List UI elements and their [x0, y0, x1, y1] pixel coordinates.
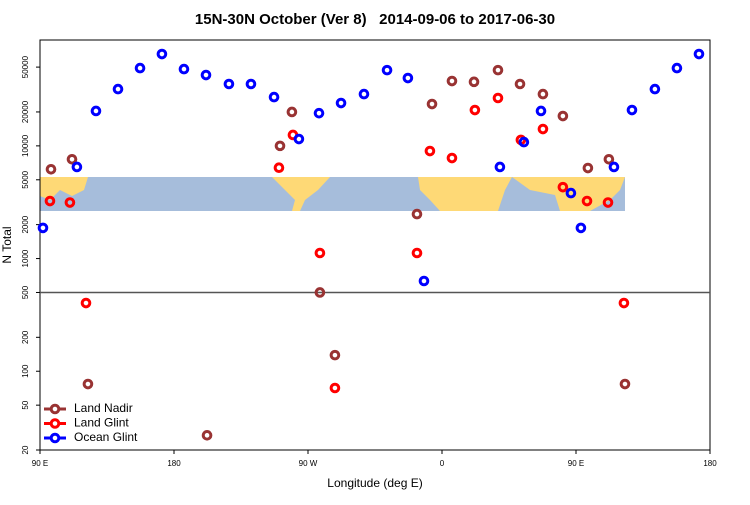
data-point — [286, 106, 298, 118]
data-point — [602, 197, 614, 208]
data-point — [273, 162, 285, 174]
data-point — [469, 104, 481, 116]
data-point — [329, 349, 341, 361]
y-tick-label: 20000 — [21, 100, 30, 123]
legend-label: Land Glint — [74, 416, 129, 430]
data-point — [313, 107, 325, 119]
data-point — [402, 72, 414, 84]
data-point — [693, 48, 705, 60]
data-point — [518, 136, 530, 148]
data-point — [156, 48, 168, 60]
y-tick-label: 10000 — [21, 134, 30, 157]
x-axis-label: Longitude (deg E) — [327, 476, 422, 490]
data-point — [557, 181, 569, 193]
data-point — [245, 78, 257, 90]
world-map — [40, 177, 625, 211]
data-point — [358, 88, 370, 100]
data-point — [514, 78, 526, 90]
data-point — [112, 83, 124, 95]
y-tick-label: 50 — [21, 400, 30, 409]
x-tick-label: 90 W — [299, 459, 318, 468]
y-axis-label: N Total — [0, 226, 14, 263]
data-point — [200, 69, 212, 81]
data-point — [201, 430, 213, 441]
data-point — [134, 62, 146, 74]
data-point — [446, 152, 458, 164]
data-point — [314, 287, 326, 298]
data-point — [671, 62, 683, 74]
data-point — [178, 63, 190, 75]
data-point — [314, 247, 326, 259]
data-point — [492, 64, 504, 76]
data-point — [80, 297, 92, 309]
data-point — [82, 378, 94, 390]
data-point — [618, 297, 630, 309]
data-point — [293, 133, 305, 145]
data-point — [446, 75, 458, 87]
data-point — [411, 247, 423, 259]
data-point — [90, 105, 102, 117]
data-point — [66, 153, 78, 165]
x-tick-label: 0 — [440, 459, 445, 468]
x-tick-label: 180 — [703, 459, 717, 468]
data-point — [37, 222, 49, 234]
data-point — [535, 105, 547, 117]
y-tick-label: 50000 — [21, 55, 30, 78]
legend-marker — [49, 418, 61, 429]
data-point — [494, 161, 506, 173]
data-point — [626, 104, 638, 116]
data-point — [582, 162, 594, 174]
data-point — [649, 83, 661, 95]
y-tick-label: 500 — [21, 285, 30, 299]
x-tick-label: 90 E — [32, 459, 48, 468]
y-tick-label: 200 — [21, 330, 30, 344]
data-point — [492, 92, 504, 104]
legend-label: Ocean Glint — [74, 430, 138, 444]
x-tick-label: 90 E — [568, 459, 584, 468]
legend-label: Land Nadir — [74, 401, 133, 415]
data-point — [418, 275, 430, 287]
data-point — [537, 88, 549, 100]
data-point — [274, 140, 286, 152]
data-point — [381, 64, 393, 76]
y-tick-label: 2000 — [21, 215, 30, 233]
data-point — [268, 91, 280, 103]
y-tick-label: 5000 — [21, 170, 30, 188]
data-point — [64, 197, 76, 208]
data-point — [557, 110, 569, 122]
data-point — [411, 208, 423, 220]
y-tick-label: 20 — [21, 445, 30, 454]
legend-marker — [49, 403, 61, 415]
data-point — [468, 76, 480, 88]
data-point — [619, 378, 631, 390]
chart-title: 15N-30N October (Ver 8) 2014-09-06 to 20… — [195, 11, 555, 28]
y-tick-label: 1000 — [21, 249, 30, 267]
data-point — [329, 382, 341, 394]
plot-frame — [39, 39, 711, 451]
data-point — [603, 153, 615, 165]
data-point — [426, 98, 438, 110]
y-tick-label: 100 — [21, 364, 30, 378]
data-point — [223, 78, 235, 90]
data-point — [537, 123, 549, 135]
data-point — [44, 195, 56, 207]
data-point — [575, 222, 587, 234]
data-point — [424, 145, 436, 157]
data-point — [608, 161, 620, 173]
data-point — [45, 163, 57, 175]
data-point — [581, 195, 593, 207]
data-point — [71, 161, 83, 173]
data-point — [335, 97, 347, 109]
data-point — [565, 187, 577, 199]
legend-marker — [49, 432, 61, 444]
x-tick-label: 180 — [167, 459, 181, 468]
